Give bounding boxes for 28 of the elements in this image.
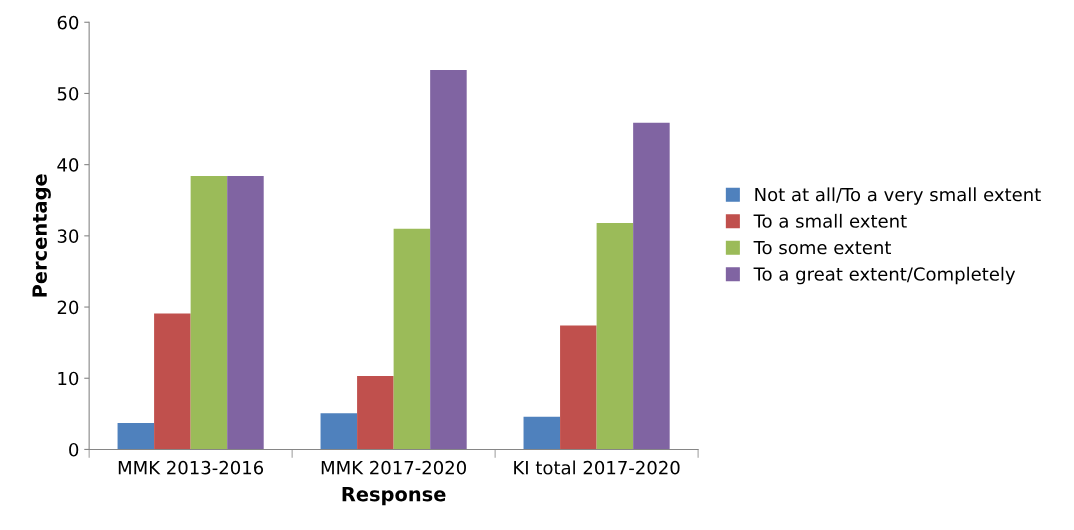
y-axis-title: Percentage — [32, 174, 51, 297]
bar — [320, 413, 358, 450]
x-tick-label: MMK 2013-2016 — [118, 460, 264, 475]
x-tick-label: KI total 2017-2020 — [514, 460, 680, 475]
y-tick-label: 10 — [58, 371, 79, 386]
y-tick-label: 40 — [57, 158, 79, 172]
x-tick-label: MMK 2017-2020 — [321, 460, 466, 475]
bar — [190, 176, 228, 450]
bar — [393, 228, 431, 450]
bar — [523, 416, 561, 450]
bar — [154, 313, 191, 450]
legend-label: To some extent — [753, 240, 891, 255]
bar — [227, 176, 264, 450]
legend-label: To a great extent/Completely — [753, 266, 1016, 285]
bar — [633, 122, 670, 450]
bar — [430, 69, 467, 450]
legend-label: To a small extent — [753, 213, 907, 228]
bar — [596, 223, 634, 450]
y-tick-label: 50 — [57, 86, 79, 101]
bar — [357, 376, 394, 450]
bar — [117, 423, 155, 450]
bar — [560, 325, 597, 450]
y-tick-label: 60 — [57, 15, 79, 30]
x-axis-title: Response — [342, 486, 446, 506]
y-tick-label: 0 — [69, 442, 79, 457]
legend-label: Not at all/To a very small extent — [755, 187, 1041, 205]
y-tick-label: 30 — [57, 229, 79, 243]
y-tick-label: 20 — [57, 300, 79, 315]
